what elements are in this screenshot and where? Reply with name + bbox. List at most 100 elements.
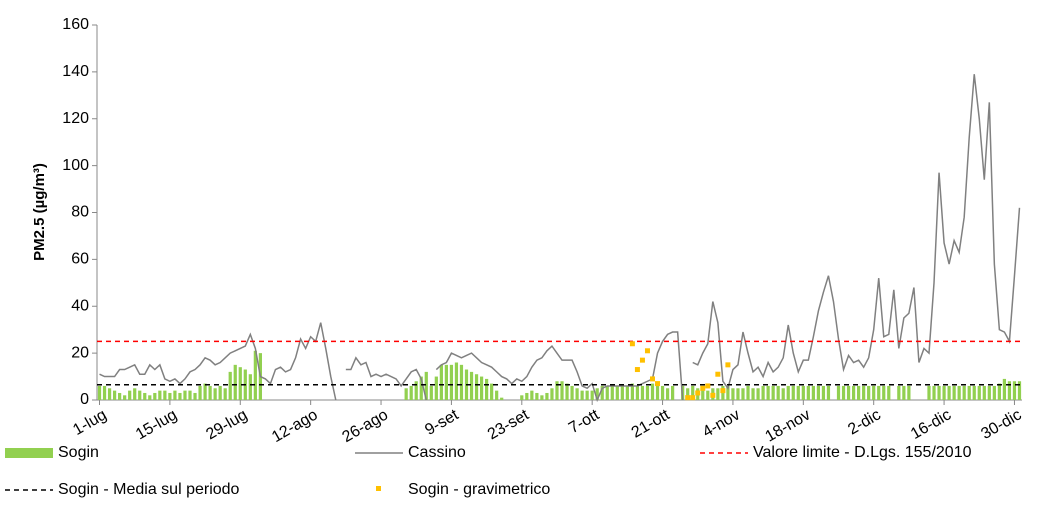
bar xyxy=(118,392,122,400)
point xyxy=(644,348,650,354)
bar xyxy=(530,390,534,400)
point xyxy=(650,376,656,382)
bar xyxy=(233,364,237,400)
legend-label: Sogin - gravimetrico xyxy=(408,481,550,498)
bar xyxy=(1012,381,1017,400)
bar xyxy=(580,390,584,400)
x-tick-label: 21-ott xyxy=(629,406,673,441)
y-tick-label: 60 xyxy=(71,251,89,268)
bar xyxy=(188,390,192,400)
bar xyxy=(877,385,881,400)
point xyxy=(690,395,696,401)
bar xyxy=(183,390,187,400)
bar xyxy=(841,385,846,400)
bar xyxy=(560,381,564,400)
x-tick-label: 26-ago xyxy=(339,406,391,446)
bar xyxy=(801,385,805,400)
bar xyxy=(248,374,252,400)
bar xyxy=(550,388,554,400)
point xyxy=(710,392,716,398)
bar xyxy=(932,385,936,400)
bar xyxy=(143,392,147,400)
bar xyxy=(846,385,851,400)
bar xyxy=(625,385,629,400)
bar xyxy=(168,392,172,400)
bar xyxy=(223,388,227,400)
bar xyxy=(761,385,765,400)
bar xyxy=(650,383,655,400)
bar xyxy=(178,392,182,400)
bar xyxy=(228,371,232,400)
bar xyxy=(434,376,438,400)
legend-swatch xyxy=(376,486,381,491)
bar xyxy=(615,385,619,400)
bar xyxy=(836,385,841,400)
x-tick-label: 4-nov xyxy=(700,406,743,441)
bar xyxy=(213,388,217,400)
point xyxy=(705,383,711,389)
bar xyxy=(776,385,780,400)
bar xyxy=(469,371,474,400)
bar xyxy=(741,388,745,400)
bar xyxy=(148,395,152,400)
bar xyxy=(992,385,996,400)
x-tick-label: 16-dic xyxy=(908,406,954,443)
bar xyxy=(857,385,861,400)
bar xyxy=(545,392,549,400)
bar xyxy=(565,383,569,400)
bar xyxy=(751,388,755,400)
bar xyxy=(253,350,257,400)
bar xyxy=(766,385,770,400)
bar xyxy=(474,374,479,400)
bar xyxy=(424,371,428,400)
bar xyxy=(555,381,559,400)
bar xyxy=(525,392,529,400)
bar xyxy=(429,385,433,400)
y-axis-label: PM2.5 (µg/m³) xyxy=(31,163,48,261)
bar xyxy=(942,385,946,400)
bar xyxy=(238,367,242,400)
bar xyxy=(872,385,876,400)
x-tick-label: 15-lug xyxy=(133,406,180,443)
bar xyxy=(490,383,494,400)
bar xyxy=(630,383,635,400)
bar xyxy=(123,395,127,400)
x-tick-label: 1-lug xyxy=(70,406,109,439)
bar xyxy=(419,376,423,400)
x-tick-label: 2-dic xyxy=(845,406,884,438)
bar xyxy=(706,390,710,400)
bar xyxy=(907,385,911,400)
bar xyxy=(952,385,956,400)
bar xyxy=(590,390,594,400)
bar xyxy=(660,385,665,400)
bar xyxy=(107,388,112,400)
bar xyxy=(605,385,609,400)
point xyxy=(695,390,701,396)
bar xyxy=(816,385,821,400)
x-tick-label: 18-nov xyxy=(763,406,814,445)
bar xyxy=(444,364,448,400)
x-tick-label: 9-set xyxy=(422,406,462,439)
bar xyxy=(972,385,976,400)
x-tick-label: 30-dic xyxy=(978,406,1024,443)
legend-label: Sogin - Media sul periodo xyxy=(58,481,240,498)
point xyxy=(629,341,635,347)
bar xyxy=(791,385,795,400)
bar xyxy=(138,390,142,400)
bar xyxy=(479,376,484,400)
bar xyxy=(163,390,167,400)
point xyxy=(639,357,645,363)
bar xyxy=(1017,381,1022,400)
bar xyxy=(193,392,197,400)
legend-swatch xyxy=(5,448,53,458)
point xyxy=(700,385,706,391)
bar xyxy=(851,385,856,400)
y-tick-label: 0 xyxy=(80,391,89,408)
bar xyxy=(982,385,986,400)
bar xyxy=(862,385,866,400)
point xyxy=(715,371,721,377)
bar xyxy=(826,385,831,400)
bar xyxy=(439,364,443,400)
bar xyxy=(484,378,489,400)
point xyxy=(725,362,731,368)
